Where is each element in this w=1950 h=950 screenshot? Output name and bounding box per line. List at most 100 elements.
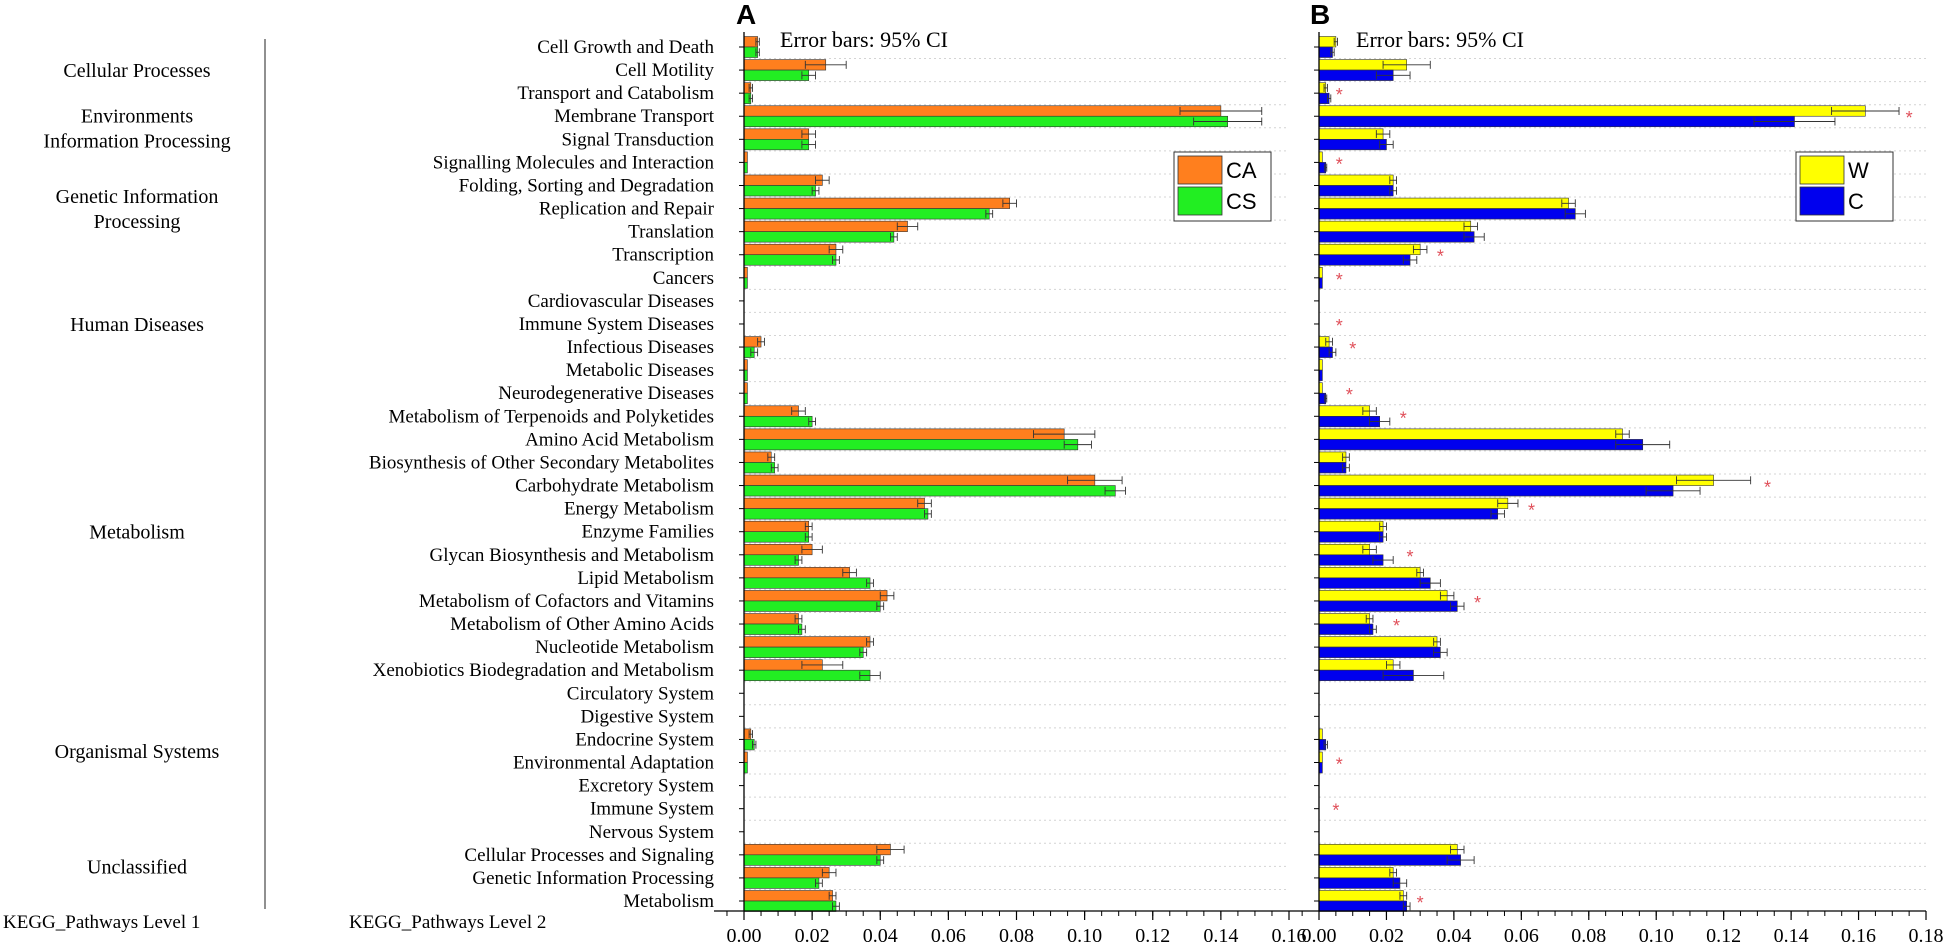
bar-CS: [743, 208, 990, 220]
legend-swatch-CA: [1177, 155, 1223, 185]
bar-C: [1318, 531, 1384, 543]
x-tick-label: 0.08: [1571, 925, 1606, 947]
legend-swatch-C: [1799, 186, 1845, 216]
bar-CA: [743, 636, 871, 648]
category-labels: Cellular Processes Environments Informatio…: [43, 37, 714, 912]
bar-CS: [743, 854, 881, 866]
bar-CS: [743, 508, 929, 520]
bar-CA: [743, 844, 891, 856]
level2-label: Amino Acid Metabolism: [525, 429, 714, 450]
bar-C: [1318, 139, 1387, 151]
x-tick-label: 0.00: [1302, 925, 1337, 947]
significance-star: *: [1346, 385, 1353, 405]
x-tick-label: 0.10: [1639, 925, 1674, 947]
level2-label: Excretory System: [578, 776, 714, 797]
x-tick-label: 0.04: [1436, 925, 1471, 947]
significance-star: *: [1474, 593, 1481, 613]
bar-C: [1318, 623, 1374, 635]
x-tick-label: 0.02: [795, 925, 830, 947]
bar-CS: [743, 462, 775, 474]
level1-label: Organismal Systems: [55, 741, 220, 763]
x-tick-label: 0.14: [1774, 925, 1809, 947]
bar-CS: [743, 415, 813, 428]
level1-label: Human Diseases: [70, 314, 204, 336]
bar-CS: [743, 115, 1228, 128]
bar-W: [1318, 451, 1347, 463]
bar-CS: [743, 646, 864, 658]
bar-C: [1318, 254, 1411, 266]
legend-label-CS: CS: [1226, 189, 1257, 214]
x-tick-label: 0.12: [1135, 925, 1170, 947]
bar-CA: [743, 451, 772, 463]
x-tick-label: 0.04: [863, 925, 898, 947]
significance-star: *: [1336, 755, 1343, 775]
panel-label: B: [1310, 0, 1330, 30]
bar-CS: [743, 623, 803, 635]
significance-star: *: [1336, 316, 1343, 336]
error-bar-note: Error bars: 95% CI: [1356, 27, 1524, 52]
bar-W: [1318, 243, 1421, 256]
bar-CA: [743, 105, 1222, 117]
significance-star: *: [1336, 270, 1343, 290]
level2-label: Membrane Transport: [554, 106, 715, 127]
bar-C: [1318, 208, 1576, 220]
level2-label: Replication and Repair: [539, 199, 715, 220]
bar-C: [1318, 508, 1499, 520]
level2-label: Cancers: [653, 268, 714, 289]
bar-CS: [743, 531, 810, 543]
legend-label-CA: CA: [1226, 158, 1257, 183]
significance-star: *: [1906, 108, 1913, 128]
bar-W: [1318, 890, 1404, 902]
bar-C: [1318, 854, 1461, 866]
panel-label: A: [736, 0, 756, 30]
bar-CS: [743, 577, 871, 589]
level2-label: Digestive System: [580, 706, 714, 727]
x-tick-label: 0.18: [1909, 925, 1944, 947]
level2-label: Metabolism of Other Amino Acids: [450, 614, 714, 635]
bar-CA: [743, 174, 823, 186]
bar-CA: [743, 128, 810, 140]
bar-CA: [743, 243, 837, 256]
panel-a: A Error bars: 95% CI 0.00 0.02 0.04 0.06 0.08 0…: [714, 0, 1307, 947]
bar-CA: [743, 613, 799, 625]
level2-label: Glycan Biosynthesis and Metabolism: [430, 545, 715, 566]
bar-C: [1318, 462, 1347, 474]
level2-label: Metabolism of Cofactors and Vitamins: [419, 591, 714, 612]
level1-label: Unclassified: [87, 856, 187, 878]
bar-W: [1318, 474, 1714, 486]
level2-label: Metabolism of Terpenoids and Polyketides: [389, 406, 715, 427]
significance-star: *: [1349, 339, 1356, 359]
significance-star: *: [1400, 408, 1407, 428]
bar-W: [1318, 543, 1370, 556]
bar-CS: [743, 877, 820, 889]
significance-star: *: [1393, 616, 1400, 636]
level2-label: Signal Transduction: [561, 129, 714, 150]
bar-C: [1318, 485, 1674, 497]
bar-W: [1318, 497, 1509, 509]
bar-C: [1318, 646, 1441, 658]
bar-W: [1318, 520, 1384, 533]
bar-W: [1318, 659, 1394, 671]
bar-W: [1318, 613, 1370, 625]
bar-CA: [743, 474, 1096, 486]
bar-CA: [743, 405, 799, 417]
level2-label: Carbohydrate Metabolism: [515, 476, 714, 497]
x-tick-label: 0.06: [1504, 925, 1539, 947]
bar-C: [1318, 877, 1401, 889]
legend-swatch-CS: [1177, 186, 1223, 216]
level2-label: Environmental Adaptation: [513, 753, 715, 774]
panel-b: B Error bars: 95% CI * * * * * * * * * * * * * * * * * 0.00…: [1289, 0, 1944, 947]
level2-label: Metabolism: [623, 891, 714, 912]
bar-W: [1318, 428, 1623, 440]
level2-label: Immune System: [590, 799, 714, 820]
bar-W: [1318, 105, 1866, 117]
level2-label: Folding, Sorting and Degradation: [459, 175, 715, 196]
significance-star: *: [1417, 893, 1424, 913]
level2-label: Immune System Diseases: [519, 314, 714, 335]
bar-C: [1318, 115, 1795, 128]
bar-W: [1318, 36, 1337, 48]
bar-C: [1318, 439, 1644, 451]
x-tick-label: 0.08: [999, 925, 1034, 947]
bar-C: [1318, 900, 1407, 912]
level2-label: Cell Growth and Death: [537, 37, 714, 58]
